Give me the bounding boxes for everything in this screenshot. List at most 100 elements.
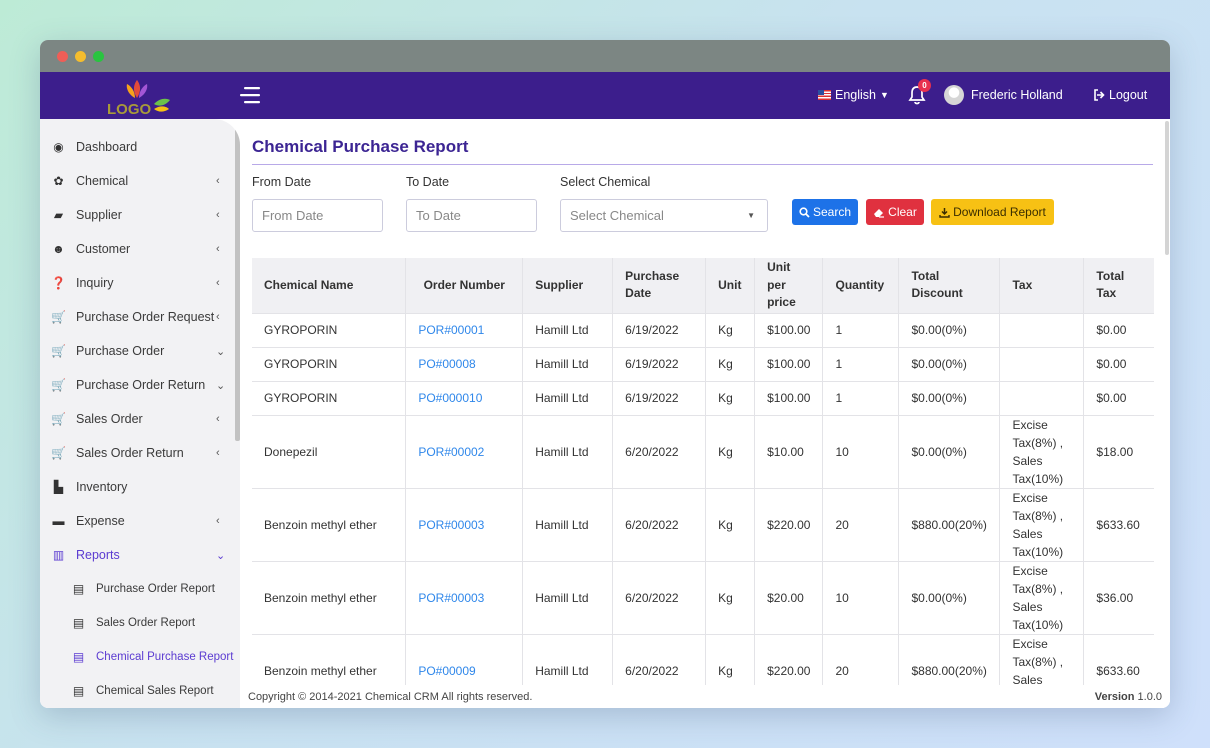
chemical-select[interactable]: Select Chemical ▼ — [560, 199, 768, 232]
to-date-input[interactable]: To Date — [406, 199, 537, 232]
cart-icon: 🛒 — [51, 446, 66, 460]
title-divider — [252, 164, 1153, 165]
table-row: Benzoin methyl ether POR#00003 Hamill Lt… — [252, 487, 1154, 561]
sidebar-item-purchase-order[interactable]: 🛒 Purchase Order ⌄ — [40, 334, 240, 368]
table-row: GYROPORIN PO#000010 Hamill Ltd 6/19/2022… — [252, 380, 1154, 415]
unit-price-cell: $220.00 — [754, 487, 823, 561]
footer: Copyright © 2014-2021 Chemical CRM All r… — [240, 685, 1170, 708]
unit-cell: Kg — [705, 346, 755, 381]
chemical-name-cell: GYROPORIN — [252, 312, 406, 347]
order-number-link[interactable]: POR#00002 — [405, 414, 523, 488]
sidebar-item-expense[interactable]: ▬ Expense ‹ — [40, 504, 240, 538]
minimize-window-button[interactable] — [75, 50, 86, 62]
search-button[interactable]: Search — [792, 199, 858, 225]
column-header[interactable]: Chemical Name — [252, 258, 406, 313]
order-number-link[interactable]: POR#00003 — [405, 487, 523, 561]
us-flag-icon — [818, 90, 831, 100]
sidebar-subitem-sales-order-report[interactable]: ▤ Sales Order Report — [72, 616, 196, 630]
sidebar-item-sales-order[interactable]: 🛒 Sales Order ‹ — [40, 402, 240, 436]
chevron-down-icon: ⌄ — [216, 345, 226, 358]
language-label: English — [835, 88, 876, 102]
sidebar-scrollbar[interactable] — [235, 123, 240, 441]
column-header[interactable]: Purchase Date — [612, 258, 706, 313]
sidebar-item-supplier[interactable]: ▰ Supplier ‹ — [40, 198, 240, 232]
order-number-link[interactable]: POR#00001 — [405, 312, 523, 347]
download-report-button[interactable]: Download Report — [931, 199, 1054, 225]
eraser-icon — [874, 208, 885, 218]
quantity-cell: 1 — [822, 312, 899, 347]
truck-icon: ▰ — [53, 208, 64, 222]
order-number-link[interactable]: PO#000010 — [405, 380, 523, 415]
column-header[interactable]: Quantity — [822, 258, 899, 313]
column-header[interactable]: Supplier — [522, 258, 613, 313]
table-row: Donepezil POR#00002 Hamill Ltd 6/20/2022… — [252, 414, 1154, 488]
column-header[interactable]: Unit per price — [754, 258, 823, 313]
language-selector[interactable]: English ▼ — [818, 88, 889, 102]
column-header[interactable]: Total Tax — [1083, 258, 1154, 313]
quantity-cell: 10 — [822, 414, 899, 488]
cart-icon: 🛒 — [51, 378, 66, 392]
chemical-name-cell: Donepezil — [252, 414, 406, 488]
column-header[interactable]: Order Number — [405, 258, 523, 313]
column-header[interactable]: Tax — [999, 258, 1084, 313]
tax-cell — [999, 312, 1084, 347]
list-icon: ▤ — [72, 650, 85, 664]
sidebar-item-inventory[interactable]: ▙ Inventory — [40, 470, 240, 504]
chevron-left-icon: ‹ — [216, 311, 220, 323]
unit-cell: Kg — [705, 312, 755, 347]
logo-icon[interactable]: LOGO — [104, 76, 174, 116]
chevron-left-icon: ‹ — [216, 413, 220, 425]
user-name[interactable]: Frederic Holland — [971, 88, 1063, 102]
order-number-link[interactable]: PO#00008 — [405, 346, 523, 381]
order-number-link[interactable]: POR#00003 — [405, 560, 523, 634]
sidebar-item-chemical[interactable]: ✿ Chemical ‹ — [40, 164, 240, 198]
chemical-select-value: Select Chemical — [570, 208, 664, 223]
supplier-cell: Hamill Ltd — [522, 414, 613, 488]
sidebar-item-purchase-order-request[interactable]: 🛒 Purchase Order Request ‹ — [40, 300, 240, 334]
search-icon — [799, 206, 810, 218]
chevron-left-icon: ‹ — [216, 209, 220, 221]
chevron-left-icon: ‹ — [216, 447, 220, 459]
main-scrollbar[interactable] — [1165, 121, 1169, 255]
from-date-input[interactable]: From Date — [252, 199, 383, 232]
column-header[interactable]: Total Discount — [898, 258, 1000, 313]
main-content: Chemical Purchase Report From Date To Da… — [240, 119, 1170, 708]
unit-price-cell: $20.00 — [754, 560, 823, 634]
chevron-left-icon: ‹ — [216, 515, 220, 527]
close-window-button[interactable] — [57, 50, 68, 62]
chevron-left-icon: ‹ — [216, 175, 220, 187]
maximize-window-button[interactable] — [93, 50, 104, 62]
supplier-cell: Hamill Ltd — [522, 380, 613, 415]
unit-cell: Kg — [705, 487, 755, 561]
top-navbar: LOGO English ▼ 0 Frederic Holland Logout — [40, 72, 1170, 119]
total-tax-cell: $0.00 — [1083, 380, 1154, 415]
unit-cell: Kg — [705, 560, 755, 634]
avatar[interactable] — [944, 85, 964, 105]
sidebar-item-sales-order-return[interactable]: 🛒 Sales Order Return ‹ — [40, 436, 240, 470]
list-icon: ▤ — [72, 582, 85, 596]
sidebar-subitem-purchase-order-report[interactable]: ▤ Purchase Order Report — [72, 582, 215, 596]
list-icon: ▤ — [72, 616, 85, 630]
page-title: Chemical Purchase Report — [252, 137, 469, 156]
sidebar-item-inquiry[interactable]: ❓ Inquiry ‹ — [40, 266, 240, 300]
discount-cell: $0.00(0%) — [898, 414, 1000, 488]
logout-button[interactable]: Logout — [1093, 88, 1147, 102]
sidebar-subitem-chemical-sales-report[interactable]: ▤ Chemical Sales Report — [72, 684, 214, 698]
copyright-text: Copyright © 2014-2021 Chemical CRM All r… — [248, 690, 533, 703]
sidebar-subitem-chemical-purchase-report[interactable]: ▤ Chemical Purchase Report — [72, 650, 234, 664]
column-header[interactable]: Unit — [705, 258, 755, 313]
discount-cell: $0.00(0%) — [898, 380, 1000, 415]
discount-cell: $880.00(20%) — [898, 487, 1000, 561]
discount-cell: $0.00(0%) — [898, 312, 1000, 347]
sidebar-item-reports[interactable]: ▥ Reports ⌄ — [40, 538, 240, 572]
table-header-row: Chemical Name Order Number Supplier Purc… — [252, 258, 1154, 313]
total-tax-cell: $633.60 — [1083, 487, 1154, 561]
sidebar-item-dashboard[interactable]: ◉ Dashboard — [40, 130, 240, 164]
chemical-label: Select Chemical — [560, 175, 651, 189]
menu-toggle-icon[interactable] — [240, 85, 262, 105]
sidebar-item-purchase-order-return[interactable]: 🛒 Purchase Order Return ⌄ — [40, 368, 240, 402]
clear-button[interactable]: Clear — [866, 199, 924, 225]
sidebar-item-customer[interactable]: ☻ Customer ‹ — [40, 232, 240, 266]
purchase-date-cell: 6/20/2022 — [612, 487, 706, 561]
purchase-date-cell: 6/19/2022 — [612, 346, 706, 381]
